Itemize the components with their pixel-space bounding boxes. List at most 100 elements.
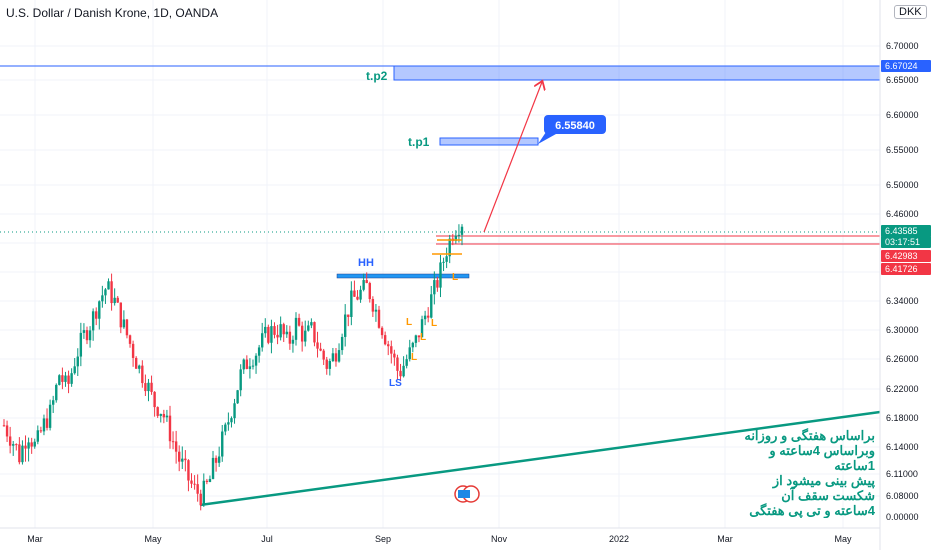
candle-body — [171, 441, 175, 443]
candle-body — [221, 431, 224, 457]
candle-body — [319, 348, 322, 351]
candle-body — [61, 375, 64, 382]
price-tag-label: 03:17:51 — [885, 237, 920, 247]
candle-body — [294, 317, 298, 340]
candle-body — [279, 324, 282, 338]
candle-body — [138, 365, 141, 369]
candle-body — [193, 483, 196, 485]
candle-body — [340, 336, 344, 351]
candle-body — [79, 332, 83, 357]
currency-badge[interactable]: DKK — [894, 5, 927, 19]
candle-body — [436, 280, 439, 288]
candle-body — [343, 314, 347, 337]
price-tag: 03:17:51 — [881, 236, 931, 248]
candle-body — [98, 301, 101, 319]
candle-body — [377, 309, 381, 328]
candle-body — [445, 256, 448, 262]
price-tag: 6.67024 — [881, 60, 931, 72]
candle-body — [257, 347, 261, 356]
price-axis[interactable]: 6.70000 6.65000 6.60000 6.55000 6.50000 6.460… — [879, 0, 931, 550]
candle-body — [42, 418, 46, 432]
candle-body — [233, 403, 236, 419]
candle-body — [205, 480, 209, 482]
candle-body — [104, 289, 107, 296]
candle-body — [18, 444, 21, 463]
trendline-layer — [199, 410, 881, 507]
price-tick-label: 6.26000 — [886, 354, 919, 364]
candle-body — [414, 335, 418, 343]
candle-body — [101, 295, 104, 302]
price-tick-label: 6.34000 — [886, 296, 919, 306]
candle-body — [288, 331, 292, 344]
price-tick-label: 6.46000 — [886, 209, 919, 219]
candle-body — [168, 415, 172, 442]
price-tick-label: 6.22000 — [886, 384, 919, 394]
candle-body — [224, 424, 227, 432]
candle-body — [383, 335, 387, 345]
flag-icon — [458, 490, 470, 498]
candle-body — [390, 346, 393, 354]
hh-level — [336, 273, 470, 279]
candle-body — [39, 430, 43, 432]
candle-body — [119, 302, 123, 328]
candle-body — [454, 235, 458, 242]
candle-body — [217, 456, 221, 463]
candle-body — [122, 319, 126, 328]
candle-body — [393, 353, 396, 358]
target-zones — [0, 65, 881, 279]
candle-body — [267, 326, 270, 343]
candle-body — [199, 493, 202, 506]
candle-body — [230, 418, 233, 423]
candle-body — [408, 347, 411, 360]
candle-body — [55, 384, 58, 401]
candle-body — [254, 355, 258, 366]
candle-body — [405, 359, 408, 366]
candle-body — [362, 280, 365, 290]
time-axis[interactable]: Mar May Jul Sep Nov 2022 Mar May — [0, 527, 880, 544]
l-marker: L — [431, 318, 437, 329]
candle-body — [162, 413, 166, 418]
time-tick-label: Nov — [491, 534, 508, 544]
candle-body — [2, 425, 6, 427]
candle-body — [251, 365, 255, 367]
price-tag-label: 6.67024 — [885, 61, 918, 71]
candle-body — [116, 297, 119, 303]
candle-body — [297, 317, 301, 326]
candle-body — [307, 325, 310, 331]
candle-body — [304, 330, 307, 342]
candle-body — [88, 330, 92, 341]
candle-body — [325, 359, 328, 369]
candle-body — [347, 314, 350, 317]
callout-pointer — [538, 132, 556, 144]
candle-body — [12, 444, 15, 446]
candle-body — [67, 375, 70, 384]
analysis-note: براساس هفتگی و روزانه وبراساس 4ساعته و 1… — [744, 428, 875, 518]
candle-body — [153, 391, 156, 408]
price-tag: 6.42983 — [881, 250, 931, 262]
candle-body — [334, 353, 338, 362]
price-tag-label: 6.41726 — [885, 264, 918, 274]
candles — [2, 224, 464, 511]
candle-body — [51, 400, 55, 405]
candle-body — [313, 322, 316, 343]
candle-body — [457, 234, 461, 236]
price-tick-label: 0.00000 — [886, 512, 919, 522]
candle-body — [337, 350, 341, 362]
candle-body — [156, 407, 159, 416]
candle-body — [261, 333, 264, 348]
candle-body — [21, 445, 24, 463]
candle-body — [353, 290, 356, 297]
candle-body — [248, 366, 252, 369]
candle-body — [285, 331, 288, 335]
candle-body — [291, 339, 295, 344]
time-tick-label: Mar — [717, 534, 733, 544]
candle-body — [433, 280, 436, 295]
candle-body — [5, 425, 9, 437]
candle-body — [147, 382, 150, 392]
hh-label: HH — [358, 257, 374, 269]
price-tag-bg — [881, 263, 931, 275]
price-tick-label: 6.65000 — [886, 75, 919, 85]
time-tick-label: Sep — [375, 534, 391, 544]
